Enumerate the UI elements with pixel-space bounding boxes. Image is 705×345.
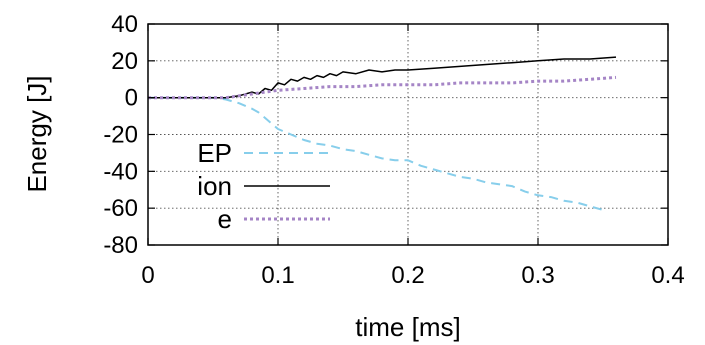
y-tick-label: -60 bbox=[103, 195, 138, 222]
x-tick-label: 0 bbox=[141, 262, 154, 289]
x-axis-label: time [ms] bbox=[355, 312, 460, 342]
series-layer bbox=[148, 56, 617, 211]
legend-label-ion: ion bbox=[197, 171, 232, 201]
x-tick-label: 0.2 bbox=[391, 262, 424, 289]
legend-label-ep: EP bbox=[197, 138, 232, 168]
y-axis-label: Energy [J] bbox=[22, 75, 52, 192]
y-tick-label: 40 bbox=[111, 11, 138, 38]
ticks bbox=[147, 23, 669, 246]
series-ion-line bbox=[148, 56, 617, 99]
x-tick-label: 0.3 bbox=[521, 262, 554, 289]
x-tick-label: 0.4 bbox=[651, 262, 684, 289]
y-tick-label: 0 bbox=[125, 85, 138, 112]
series-e-line bbox=[148, 75, 617, 100]
y-tick-label: -40 bbox=[103, 158, 138, 185]
tick-labels: 0 0.1 0.2 0.3 0.4 -80 -60 -40 -20 0 20 40 bbox=[103, 11, 684, 289]
legend-label-e: e bbox=[218, 204, 232, 234]
y-tick-label: -20 bbox=[103, 122, 138, 149]
y-tick-label: -80 bbox=[103, 232, 138, 259]
x-tick-label: 0.1 bbox=[261, 262, 294, 289]
y-tick-label: 20 bbox=[111, 48, 138, 75]
